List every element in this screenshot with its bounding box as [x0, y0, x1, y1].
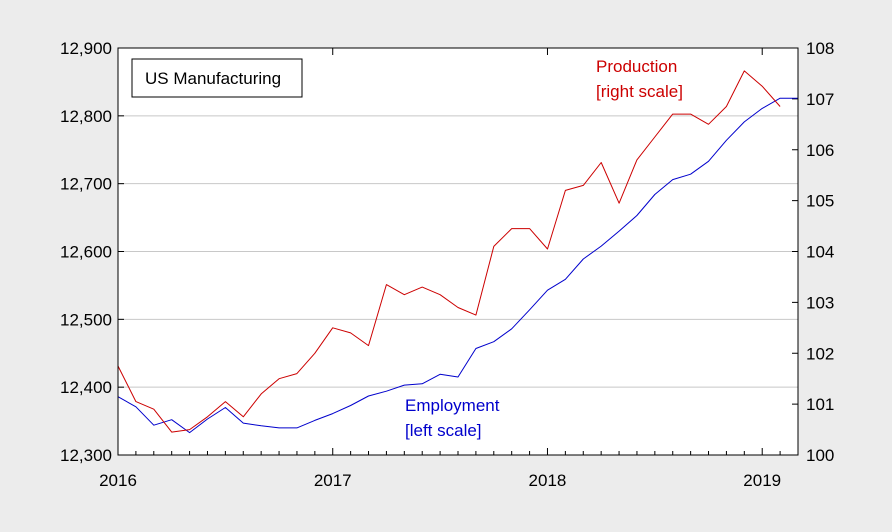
employment-line	[117, 97, 798, 434]
right-axis-tick-label: 108	[806, 39, 834, 58]
right-axis-tick-label: 104	[806, 243, 834, 262]
employment-label-line2: [left scale]	[405, 421, 482, 440]
left-axis-tick-label: 12,500	[60, 310, 112, 329]
left-axis-tick-label: 12,900	[60, 39, 112, 58]
production-line	[117, 70, 781, 433]
right-axis-tick-label: 100	[806, 446, 834, 465]
right-axis-tick-label: 101	[806, 395, 834, 414]
left-axis-tick-label: 12,700	[60, 175, 112, 194]
production-label-line1: Production	[596, 57, 677, 76]
left-axis-tick-label: 12,400	[60, 378, 112, 397]
left-axis-tick-label: 12,800	[60, 107, 112, 126]
chart-title: US Manufacturing	[145, 69, 281, 88]
right-axis-tick-label: 106	[806, 141, 834, 160]
right-axis-tick-labels: 100 101 102 103 104 105 106 107 108	[806, 39, 834, 465]
employment-series-label: Employment [left scale]	[405, 396, 504, 440]
x-axis-tick-label: 2018	[529, 471, 567, 490]
production-label-line2: [right scale]	[596, 82, 683, 101]
gridlines	[118, 115, 798, 388]
right-axis-tick-label: 102	[806, 344, 834, 363]
left-axis-tick-label: 12,600	[60, 243, 112, 262]
left-axis-tick-labels: 12,300 12,400 12,500 12,600 12,700 12,800 12,9…	[60, 39, 112, 465]
x-axis-tick-label: 2017	[314, 471, 352, 490]
title-box-border	[131, 58, 303, 98]
plot-frame	[117, 47, 799, 456]
right-axis-tick-label: 103	[806, 293, 834, 312]
x-axis-tick-labels: 2016 2017 2018 2019	[99, 471, 781, 490]
employment-label-line1: Employment	[405, 396, 500, 415]
series-lines	[117, 70, 798, 434]
production-series-label: Production [right scale]	[596, 57, 683, 101]
left-axis-tick-label: 12,300	[60, 446, 112, 465]
chart-title-box: US Manufacturing	[131, 58, 303, 98]
right-axis-tick-label: 105	[806, 192, 834, 211]
x-axis-tick-label: 2016	[99, 471, 137, 490]
right-axis-tick-label: 107	[806, 90, 834, 109]
x-axis-tick-label: 2019	[743, 471, 781, 490]
